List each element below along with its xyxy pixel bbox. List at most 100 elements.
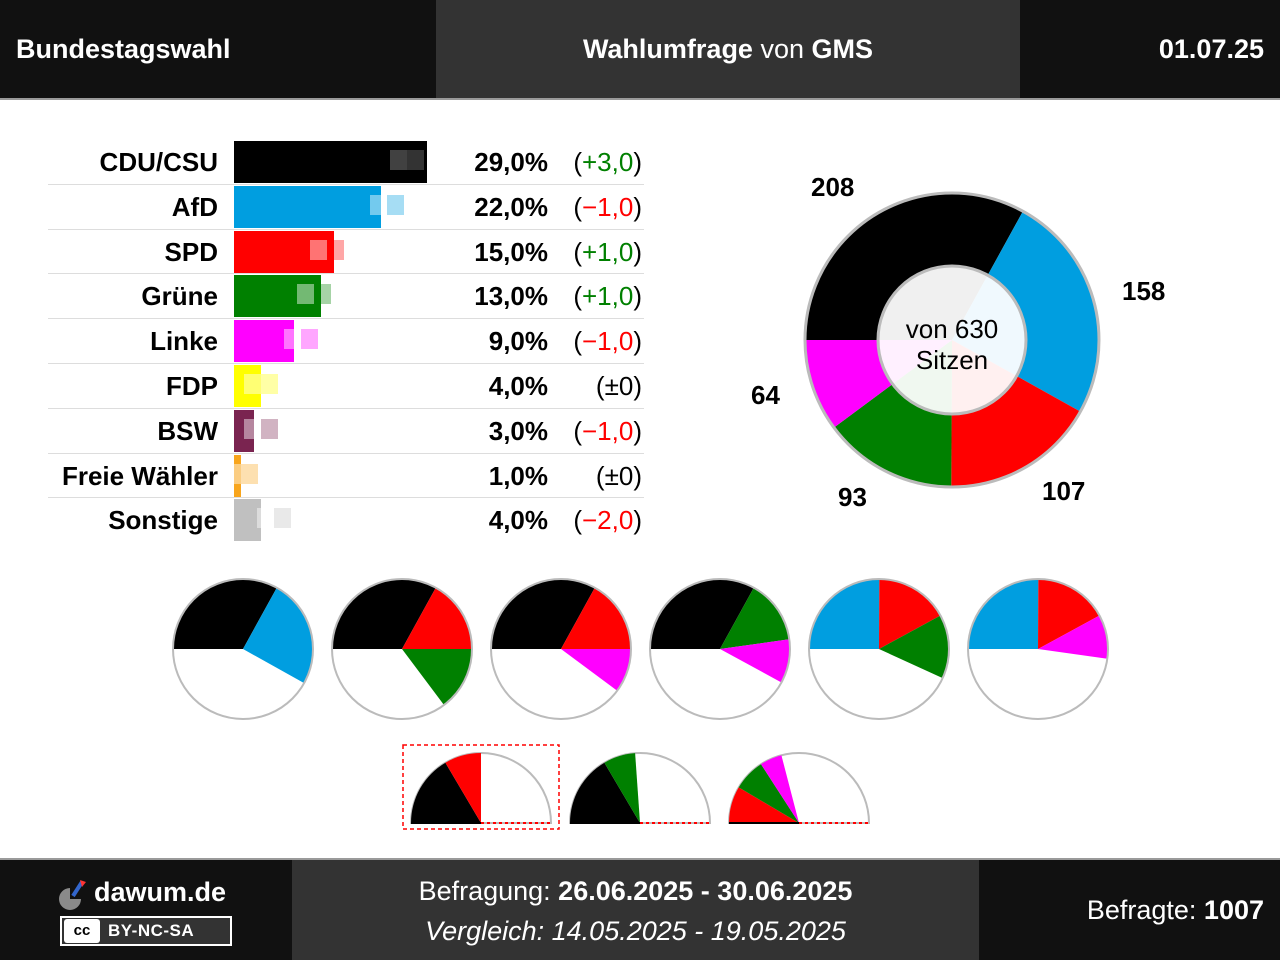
seat-label-cdu: 208 — [811, 172, 855, 202]
paren-close: ) — [633, 460, 642, 491]
dawum-logo-icon — [59, 880, 86, 910]
compare-period: Vergleich: 14.05.2025 - 19.05.2025 — [292, 914, 979, 948]
party-bar — [234, 364, 261, 407]
change-value: ±0 — [604, 370, 634, 401]
coalition-slice — [332, 579, 436, 649]
previous-value-shade — [310, 239, 328, 260]
party-bar — [234, 185, 381, 228]
paren-close: ) — [633, 236, 642, 267]
seat-label-spd: 107 — [1042, 476, 1086, 506]
bar-row: Sonstige 4,0% (−2,0) — [48, 498, 644, 543]
coalition-pie-outline — [967, 578, 1109, 720]
party-value: 15,0% — [474, 236, 548, 267]
poll-title-connector: von — [760, 34, 805, 64]
previous-value-shade — [243, 418, 261, 439]
coalition-slice — [968, 579, 1039, 649]
previous-value-marker — [390, 150, 425, 170]
change-value: +1,0 — [582, 281, 634, 312]
party-name: FDP — [166, 370, 218, 401]
header-bar: Bundestagswahl Wahlumfrage von GMS 01.07… — [0, 0, 1280, 100]
coalition-half-slice — [410, 762, 481, 823]
brand-name[interactable]: dawum.de — [94, 877, 227, 907]
license-badge[interactable]: cc BY-NC-SA — [60, 916, 232, 946]
party-change: (−2,0) — [548, 498, 642, 542]
party-change: (+3,0) — [548, 140, 642, 184]
paren-open: ( — [573, 505, 582, 536]
coalition-slice — [243, 587, 313, 684]
coalition-slice — [650, 579, 754, 649]
previous-value-shade — [257, 508, 274, 529]
paren-close: ) — [633, 326, 642, 357]
previous-value-shade — [260, 373, 278, 394]
coalition-slice — [402, 649, 472, 706]
previous-value-shade — [240, 463, 258, 484]
party-change: (−1,0) — [548, 319, 642, 363]
donut-outline — [803, 191, 1101, 489]
coalition-slice — [173, 579, 277, 649]
party-change: (±0) — [548, 454, 642, 498]
bar-row: CDU/CSU 29,0% (+3,0) — [48, 140, 644, 185]
poll-title: Wahlumfrage von GMS — [436, 0, 1020, 98]
coalition-half-slice — [729, 787, 799, 823]
paren-open: ( — [573, 236, 582, 267]
coalition-slice — [561, 649, 631, 691]
previous-value-marker — [370, 194, 405, 215]
previous-value-marker — [283, 329, 318, 350]
paren-close: ) — [633, 281, 642, 312]
coalition-pie-outline — [331, 578, 473, 720]
party-name: CDU/CSU — [99, 147, 218, 177]
respondents-count: 1007 — [1203, 895, 1264, 925]
party-value: 13,0% — [474, 281, 548, 312]
previous-value-shade — [407, 150, 425, 170]
party-value: 1,0% — [488, 460, 548, 491]
previous-value-shade — [283, 329, 301, 350]
donut-hole — [876, 264, 1028, 416]
coalition-slice — [720, 639, 791, 683]
seat-label-afd: 158 — [1122, 276, 1166, 306]
previous-value-shade — [370, 194, 388, 215]
previous-value-marker — [243, 418, 278, 439]
change-value: −1,0 — [582, 326, 634, 357]
previous-value-shade — [327, 239, 345, 260]
survey-info: Befragung: 26.06.2025 - 30.06.2025 Vergl… — [292, 860, 979, 960]
party-change: (−1,0) — [548, 409, 642, 453]
change-value: −1,0 — [582, 191, 634, 222]
seat-label-gruene: 93 — [838, 482, 867, 512]
bar-row: SPD 15,0% (+1,0) — [48, 230, 644, 275]
coalition-pie-outline — [808, 578, 950, 720]
coalition-pie-outline — [172, 578, 314, 720]
party-bar — [234, 275, 321, 318]
party-change: (−1,0) — [548, 185, 642, 229]
bar-row: AfD 22,0% (−1,0) — [48, 185, 644, 230]
footer-bar: dawum.de cc BY-NC-SA Befragung: 26.06.20… — [0, 858, 1280, 960]
previous-value-shade — [314, 284, 331, 305]
change-value: ±0 — [604, 460, 634, 491]
previous-value-shade — [243, 373, 261, 394]
party-name: AfD — [171, 191, 218, 222]
paren-close: ) — [633, 505, 642, 536]
coalition-half-slice — [604, 753, 640, 823]
previous-value-marker — [223, 463, 258, 484]
coalition-slice — [1038, 615, 1108, 659]
bar-row: FDP 4,0% (±0) — [48, 364, 644, 409]
party-bar-chart: CDU/CSU 29,0% (+3,0) AfD 22,0% (−1,0) SPD 15,0%… — [48, 140, 644, 543]
institute-name: GMS — [811, 34, 874, 64]
paren-open: ( — [573, 191, 582, 222]
party-name: Grüne — [141, 281, 218, 312]
coalition-half-slice — [761, 755, 799, 823]
license-text: BY-NC-SA — [108, 921, 195, 940]
survey-dates: 26.06.2025 - 30.06.2025 — [558, 876, 853, 906]
seat-total-line1: von 630 — [905, 314, 999, 344]
party-bar — [234, 409, 254, 452]
bar-row: Grüne 13,0% (+1,0) — [48, 274, 644, 320]
compare-label: Vergleich: — [425, 916, 552, 946]
paren-open: ( — [595, 370, 605, 401]
bar-row: BSW 3,0% (−1,0) — [48, 409, 644, 454]
change-value: −1,0 — [582, 415, 634, 446]
previous-value-shade — [387, 194, 405, 215]
previous-value-marker — [257, 508, 291, 529]
party-bar — [234, 320, 294, 363]
previous-value-shade — [274, 508, 291, 529]
paren-open: ( — [573, 147, 582, 177]
